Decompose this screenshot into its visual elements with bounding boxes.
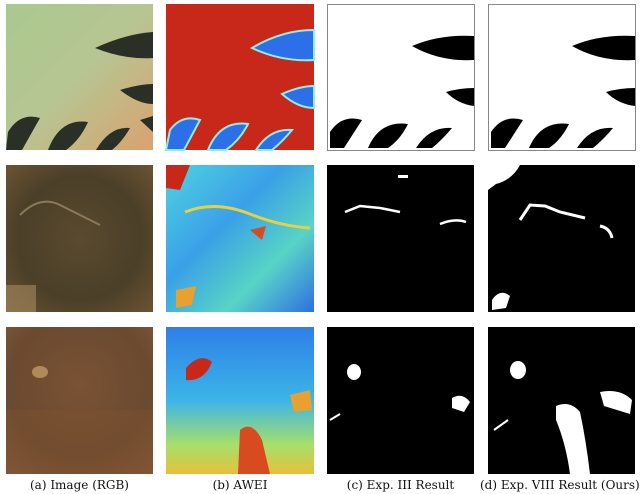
- caption: (c) Exp. III Result: [327, 478, 474, 492]
- mask-exp8-2: [488, 165, 635, 312]
- mask-exp8-3: [488, 327, 635, 474]
- figure: (a) Image (RGB) (b) AWEI (c) Exp. III Re…: [0, 0, 642, 494]
- mask-exp8-1: [489, 5, 636, 151]
- awei-image-3: [166, 327, 314, 474]
- caption: (d) Exp. VIII Result (Ours): [480, 478, 642, 492]
- rgb-image-2: [6, 165, 153, 312]
- mask-exp3-2: [327, 165, 474, 312]
- awei-image-2: [166, 165, 314, 312]
- caption: (b) AWEI: [166, 478, 314, 492]
- rgb-image-3: [6, 327, 153, 474]
- mask-exp3-3: [327, 327, 474, 474]
- mask-exp3-1: [328, 5, 475, 151]
- rgb-image-1: [6, 4, 153, 150]
- caption: (a) Image (RGB): [6, 478, 153, 492]
- awei-image-1: [166, 4, 314, 150]
- image-grid: [0, 0, 642, 474]
